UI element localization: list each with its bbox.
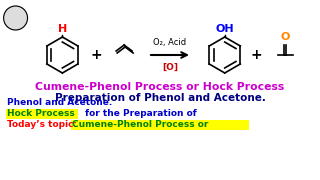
Text: Phenol and Acetone.: Phenol and Acetone. [7,98,112,107]
Text: +: + [251,48,262,62]
Text: [O]: [O] [162,63,178,72]
Text: O₂, Acid: O₂, Acid [153,38,187,47]
Text: Cumene-Phenol Process or Hock Process: Cumene-Phenol Process or Hock Process [36,82,284,92]
Text: +: + [91,48,102,62]
Text: H: H [58,24,67,34]
Circle shape [4,6,28,30]
Text: Hock Process: Hock Process [7,109,74,118]
FancyBboxPatch shape [6,109,78,118]
Text: OH: OH [215,24,234,34]
FancyBboxPatch shape [71,120,249,129]
Text: Cumene-Phenol Process or: Cumene-Phenol Process or [72,120,209,129]
Text: O: O [281,32,290,42]
Text: Today’s topic:: Today’s topic: [7,120,80,129]
Text: Preparation of Phenol and Acetone.: Preparation of Phenol and Acetone. [55,93,265,103]
Text: for the Preparation of: for the Preparation of [82,109,197,118]
